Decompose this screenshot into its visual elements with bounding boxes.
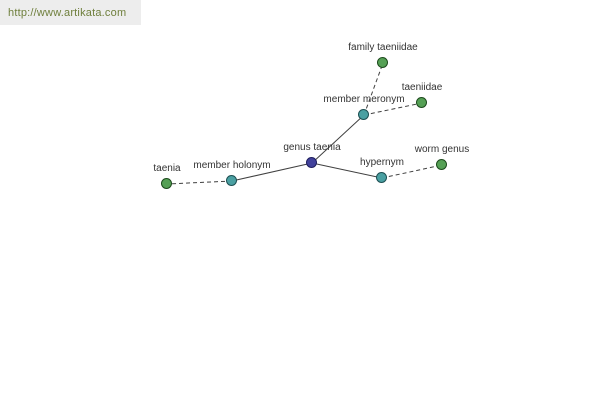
word-node-circle[interactable] — [436, 159, 447, 170]
graph-edge-genus-taenia-member-meronym — [311, 114, 365, 164]
url-bar[interactable]: http://www.artikata.com — [0, 0, 141, 25]
relation-node-circle[interactable] — [376, 172, 387, 183]
graph-node-label: taenia — [153, 163, 181, 174]
graph-node-label: worm genus — [414, 144, 470, 155]
word-node-circle[interactable] — [416, 97, 427, 108]
relation-node-circle[interactable] — [358, 109, 369, 120]
url-text: http://www.artikata.com — [8, 6, 127, 19]
graph-node-label: taeniidae — [401, 82, 443, 93]
graph-edge-genus-taenia-hypernym — [311, 162, 383, 179]
graph-edge-member-holonym-taenia — [166, 180, 233, 185]
word-node-circle[interactable] — [377, 57, 388, 68]
graph-node-label: member meronym — [323, 94, 405, 105]
graph-edge-member-meronym-taeniidae — [363, 102, 423, 116]
graph-node-label: hypernym — [360, 157, 404, 168]
graph-edge-hypernym-worm-genus — [381, 164, 443, 179]
graph-edge-member-meronym-family-taeniidae — [363, 62, 384, 116]
graph-edge-genus-taenia-member-holonym — [231, 162, 313, 182]
relation-node-circle[interactable] — [226, 175, 237, 186]
word-node-circle[interactable] — [161, 178, 172, 189]
graph-node-label: genus taenia — [283, 142, 341, 153]
graph-node-label: family taeniidae — [348, 42, 418, 53]
graph-node-label: member holonym — [193, 160, 271, 171]
center-node-circle[interactable] — [306, 157, 317, 168]
